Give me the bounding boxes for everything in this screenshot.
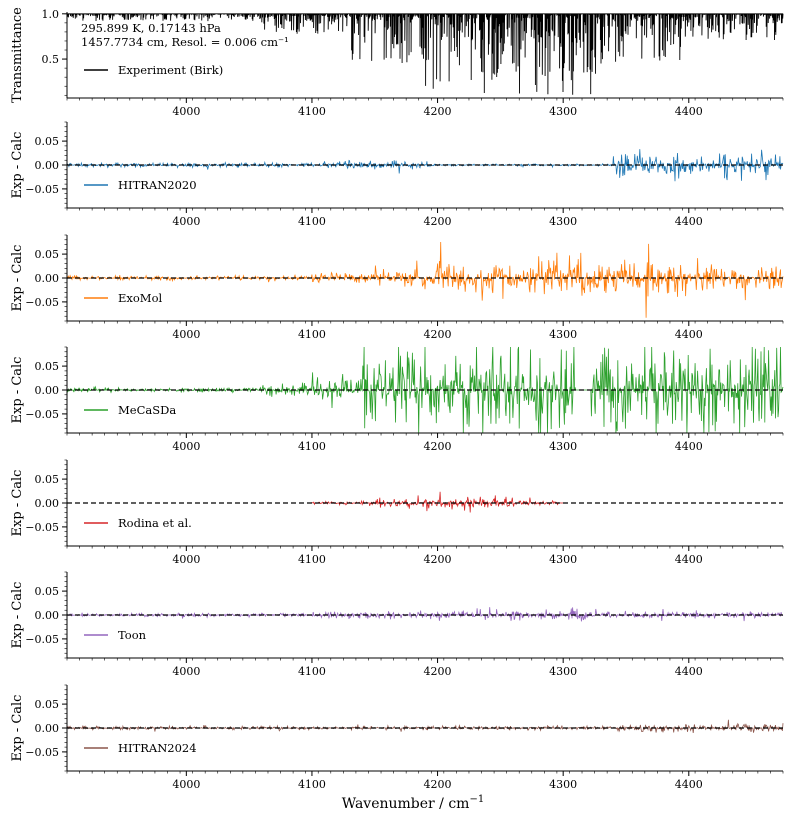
x-tick-label-4400: 4400: [675, 553, 703, 566]
legend-label: Experiment (Birk): [118, 63, 223, 77]
x-tick-label-4300: 4300: [549, 553, 577, 566]
x-tick-label-4200: 4200: [424, 778, 452, 791]
subplot-4: 4000 4100 4200 4300 4400 −0.05 0.00 0.05 Exp - C…: [10, 346, 784, 453]
y-tick-label: 0.00: [35, 272, 60, 285]
annotation-line-2: 1457.7734 cm, Resol. = 0.006 cm⁻¹: [81, 35, 289, 49]
subplot-5: 4000 4100 4200 4300 4400 −0.05 0.00 0.05 Exp - C…: [10, 459, 784, 566]
x-tick-label-4300: 4300: [549, 440, 577, 453]
x-tick-label-4300: 4300: [549, 778, 577, 791]
x-tick-label-4400: 4400: [675, 440, 703, 453]
y-tick-label: 0.00: [35, 497, 60, 510]
subplot-3: 4000 4100 4200 4300 4400 −0.05 0.00 0.05 Exp - C…: [10, 234, 784, 341]
x-tick-label-4100: 4100: [298, 778, 326, 791]
x-tick-label-4200: 4200: [424, 440, 452, 453]
legend-label: MeCaSDa: [118, 403, 176, 417]
y-tick-label: 0.05: [35, 585, 60, 598]
x-tick-label-4000: 4000: [172, 105, 200, 118]
annotation-line-1: 295.899 K, 0.17143 hPa: [81, 21, 221, 35]
y-tick-label: 0.00: [35, 159, 60, 172]
y-tick-label: 0.00: [35, 722, 60, 735]
y-axis-label: Exp - Calc: [10, 357, 25, 424]
y-axis-label: Exp - Calc: [10, 245, 25, 312]
subplot-1: 4000 4100 4200 4300 4400 0.5 1.0 Transmittance E…: [10, 7, 784, 118]
legend-label: ExoMol: [118, 291, 163, 305]
x-tick-label-4100: 4100: [298, 553, 326, 566]
series-line-1: [66, 13, 784, 95]
subplot-2: 4000 4100 4200 4300 4400 −0.05 0.00 0.05 Exp - C…: [10, 121, 784, 228]
legend-label: HITRAN2020: [118, 178, 197, 192]
y-tick-label: 0.00: [35, 384, 60, 397]
x-tick-label-4100: 4100: [298, 328, 326, 341]
x-tick-label-4000: 4000: [172, 553, 200, 566]
x-tick-label-4100: 4100: [298, 665, 326, 678]
x-tick-label-4100: 4100: [298, 440, 326, 453]
x-tick-label-4000: 4000: [172, 778, 200, 791]
x-tick-label-4300: 4300: [549, 328, 577, 341]
y-tick-label: −0.05: [25, 408, 59, 421]
y-tick-label: −0.05: [25, 521, 59, 534]
x-tick-label-4400: 4400: [675, 778, 703, 791]
x-tick-label-4000: 4000: [172, 328, 200, 341]
y-tick-label: 0.05: [35, 248, 60, 261]
y-tick-label: −0.05: [25, 183, 59, 196]
y-tick-label: 0.05: [35, 698, 60, 711]
y-axis-label: Exp - Calc: [10, 695, 25, 762]
x-tick-label-4000: 4000: [172, 665, 200, 678]
x-tick-label-4200: 4200: [424, 105, 452, 118]
y-tick-label: 0.05: [35, 473, 60, 486]
x-tick-label-4200: 4200: [424, 215, 452, 228]
x-tick-label-4400: 4400: [675, 105, 703, 118]
y-tick-label: 0.05: [35, 360, 60, 373]
y-axis-label: Transmittance: [10, 7, 25, 103]
y-axis-label: Exp - Calc: [10, 470, 25, 537]
x-tick-label-4000: 4000: [172, 215, 200, 228]
x-tick-label-4200: 4200: [424, 553, 452, 566]
series-line-5: [311, 491, 564, 513]
x-tick-label-4300: 4300: [549, 215, 577, 228]
x-tick-label-4000: 4000: [172, 440, 200, 453]
y-tick-label: 1.0: [42, 8, 60, 21]
legend-label: Rodina et al.: [118, 516, 192, 530]
subplot-6: 4000 4100 4200 4300 4400 −0.05 0.00 0.05 Exp - C…: [10, 571, 784, 678]
x-tick-label-4400: 4400: [675, 328, 703, 341]
subplot-7: 4000 4100 4200 4300 4400 −0.05 0.00 0.05 Exp - C…: [10, 684, 784, 791]
series-line-4: [66, 346, 784, 434]
legend-label: Toon: [118, 628, 147, 642]
x-tick-label-4200: 4200: [424, 665, 452, 678]
legend-label: HITRAN2024: [118, 741, 197, 755]
y-tick-label: −0.05: [25, 296, 59, 309]
x-tick-label-4300: 4300: [549, 665, 577, 678]
x-axis-label-text: Wavenumber / cm: [342, 796, 470, 812]
y-tick-label: 0.00: [35, 609, 60, 622]
x-axis-label: Wavenumber / cm−1: [342, 794, 484, 812]
y-axis-label: Exp - Calc: [10, 132, 25, 199]
y-axis-label: Exp - Calc: [10, 582, 25, 649]
x-tick-label-4100: 4100: [298, 215, 326, 228]
series-line-3: [66, 241, 784, 318]
x-tick-label-4400: 4400: [675, 215, 703, 228]
x-axis-label-exponent: −1: [469, 794, 484, 805]
x-tick-label-4100: 4100: [298, 105, 326, 118]
series-line-7: [66, 719, 784, 733]
series-line-6: [66, 607, 784, 622]
x-tick-label-4200: 4200: [424, 328, 452, 341]
y-tick-label: −0.05: [25, 633, 59, 646]
y-tick-label: 0.05: [35, 135, 60, 148]
y-tick-label: 0.5: [42, 53, 60, 66]
x-tick-label-4400: 4400: [675, 665, 703, 678]
y-tick-label: −0.05: [25, 746, 59, 759]
x-tick-label-4300: 4300: [549, 105, 577, 118]
